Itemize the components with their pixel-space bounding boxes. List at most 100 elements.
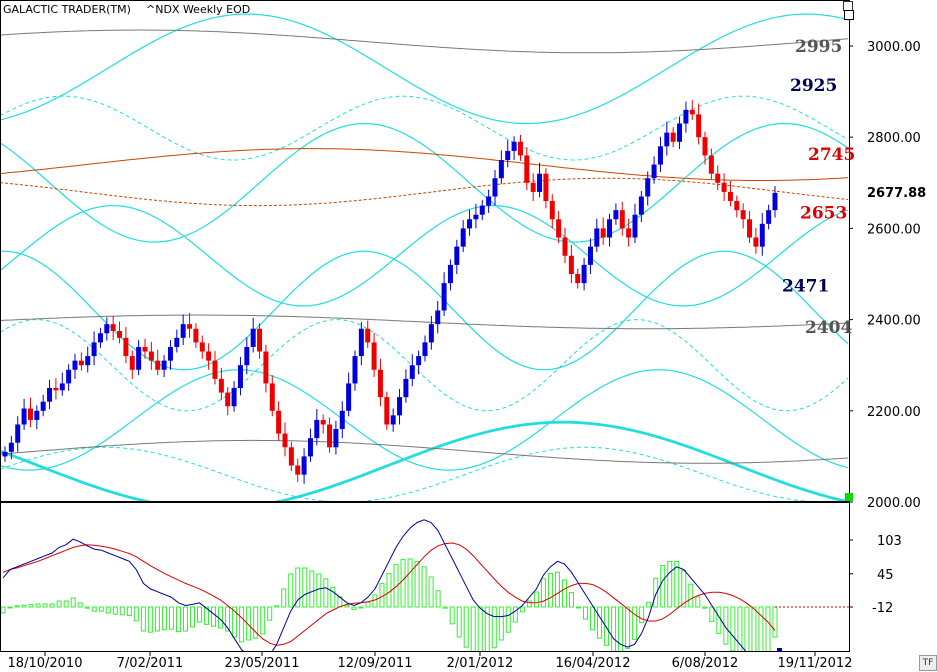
candle-body (473, 214, 479, 220)
candle-body (53, 388, 59, 391)
candle-body (8, 442, 14, 452)
scroll-marker[interactable] (844, 10, 854, 20)
candle-body (225, 392, 231, 407)
candle-body (638, 196, 644, 215)
candle-body (740, 210, 746, 220)
green-square-icon[interactable] (845, 493, 853, 501)
candle-body (689, 109, 695, 115)
candle-body (110, 324, 116, 331)
histogram-bar (758, 606, 764, 651)
date-tick-label: 7/02/2011 (117, 656, 184, 671)
histogram-bar (632, 606, 638, 640)
histogram-bar (575, 606, 581, 609)
orange-cycle-lines (1, 148, 849, 207)
histogram-bar (414, 560, 420, 608)
tf-badge[interactable]: TF (919, 655, 937, 671)
histogram-bar (288, 573, 294, 608)
histogram-bar (618, 606, 624, 651)
candle-body (161, 360, 167, 370)
histogram-bar (63, 600, 69, 608)
candle-body (136, 346, 142, 370)
histogram-bar (435, 590, 441, 608)
candle-body (753, 237, 759, 247)
last-price-label: 2677.88 (867, 186, 926, 201)
histogram-bar (1, 606, 6, 614)
candle-body (276, 410, 282, 434)
projection-label: 2404 (805, 318, 852, 338)
orange-line-2 (1, 177, 849, 207)
histogram-bar (625, 606, 631, 649)
price-panel-frame (0, 0, 850, 502)
histogram-bar (316, 573, 322, 608)
histogram-bar (42, 603, 48, 608)
candle-body (365, 328, 371, 343)
candle-body (218, 378, 224, 393)
histogram-bar (716, 606, 722, 634)
candle-body (435, 310, 441, 325)
candle-body (244, 346, 250, 366)
histogram-bar (751, 606, 757, 651)
candle-body (263, 351, 269, 384)
histogram-bar (604, 606, 610, 646)
candle-body (454, 246, 460, 265)
candle-body (727, 191, 733, 202)
histogram-bar (35, 603, 41, 608)
candle-body (568, 255, 574, 274)
candle-body (91, 342, 97, 357)
cyan-wave-4 (1, 204, 849, 307)
candle-body (441, 283, 447, 311)
candle-body (397, 397, 403, 416)
histogram-bar (154, 606, 160, 632)
projection-label: 2653 (800, 203, 847, 223)
histogram-bar (723, 606, 729, 645)
candle-body (416, 356, 422, 366)
candle-body (155, 360, 161, 370)
histogram-bar (168, 606, 174, 630)
histogram-bar (653, 577, 659, 608)
candle-body (288, 447, 294, 466)
candle-body (600, 228, 606, 238)
histogram-bar (421, 566, 427, 608)
histogram-bar (365, 601, 371, 608)
histogram-bar (239, 606, 245, 643)
histogram-bar (744, 606, 750, 651)
histogram-bar (189, 606, 195, 628)
candle-body (333, 429, 339, 448)
candle-body (460, 228, 466, 247)
date-tick-label: 6/08/2012 (672, 656, 739, 671)
candle-body (543, 173, 549, 202)
histogram-bar (554, 571, 560, 608)
candle-body (187, 324, 193, 329)
histogram-bar (695, 596, 701, 608)
candle-body (193, 328, 199, 343)
candle-body (422, 342, 428, 357)
histogram-bar (772, 606, 778, 638)
histogram-bar (49, 603, 55, 608)
candle-body (72, 360, 78, 370)
gray-line-2 (1, 314, 849, 330)
candle-body (409, 365, 415, 379)
indicator-tick-label: 103 (877, 534, 902, 549)
candle-body (537, 173, 543, 192)
candle-body (587, 246, 593, 265)
candle-body (34, 410, 40, 420)
histogram-bar (568, 592, 574, 608)
histogram-bar (519, 606, 525, 613)
histogram-bar (639, 606, 645, 624)
candle-body (632, 214, 638, 238)
histogram-bar (330, 586, 336, 608)
candle-body (21, 408, 27, 425)
candle-body (371, 342, 377, 370)
candle-body (327, 424, 333, 448)
macd-lines (2, 519, 849, 652)
cyan-wave-7 (1, 369, 849, 471)
histogram-bar (344, 604, 350, 608)
candle-body (78, 360, 84, 366)
projection-annotations: 2995 2925 2745 2653 2471 2404 (782, 37, 855, 338)
histogram-bar (182, 606, 188, 632)
candle-body (250, 328, 256, 347)
price-tick-label: 2200.00 (867, 405, 921, 420)
indicator-tick-label: 45 (877, 568, 894, 583)
candle-body (498, 160, 504, 179)
